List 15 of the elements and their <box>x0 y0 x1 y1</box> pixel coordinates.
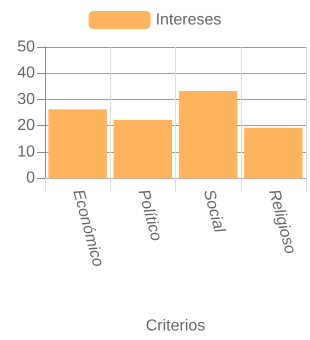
y-tick-label: 10 <box>17 143 36 160</box>
bar <box>178 91 238 178</box>
bar <box>244 128 303 178</box>
bar <box>48 109 107 178</box>
y-tick-label: 40 <box>17 64 36 82</box>
y-tick-label: 30 <box>17 90 36 108</box>
x-tick-label: Religioso <box>265 188 299 256</box>
x-axis-title: Criterios <box>146 318 206 334</box>
y-tick-label: 20 <box>17 117 36 134</box>
y-tick-label: 50 <box>17 38 36 56</box>
bar <box>114 120 172 178</box>
x-tick-label: Social <box>200 188 228 235</box>
x-tick-label: Político <box>134 188 165 243</box>
legend-label: Intereses <box>156 12 222 28</box>
y-tick-label: 0 <box>26 170 36 186</box>
